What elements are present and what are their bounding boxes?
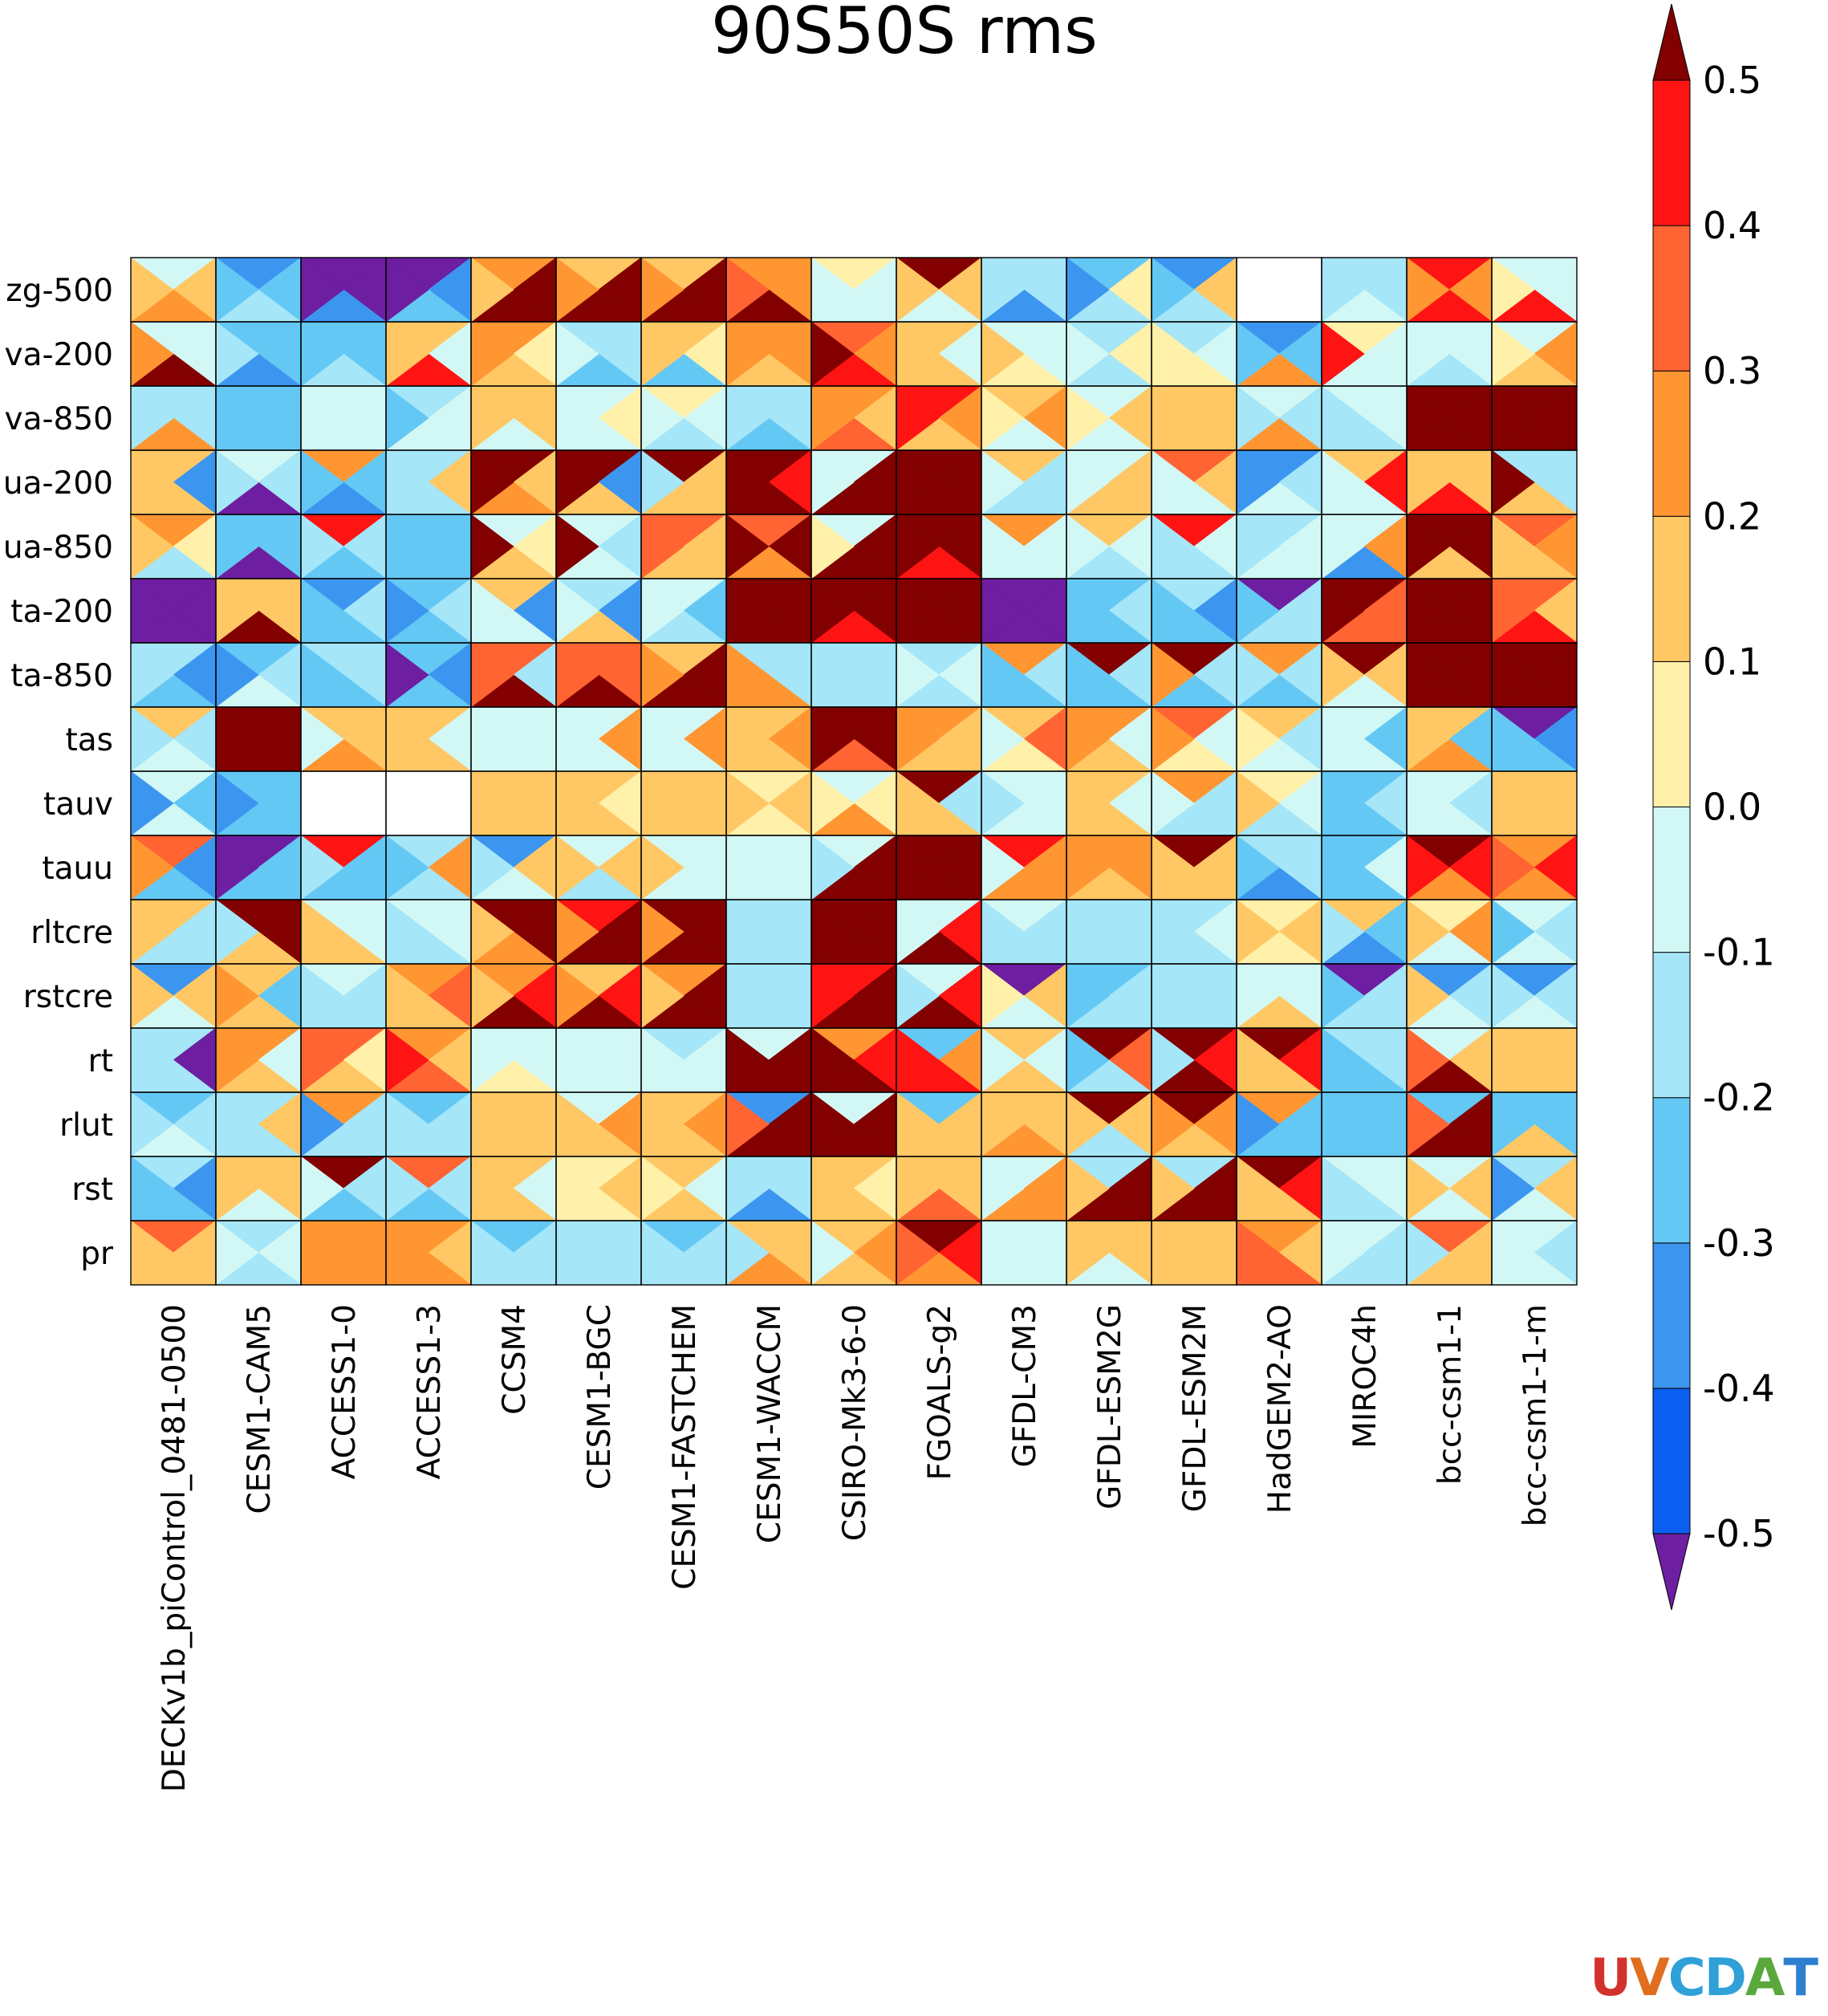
column-label: FGOALS-g2 [922,1304,958,1480]
colorbar-tick-label: 0.0 [1703,786,1761,829]
colorbar-bin [1652,370,1691,517]
logo-letter: D [1704,1949,1747,2008]
logo-letter: C [1668,1949,1706,2008]
colorbar-tick-label: -0.2 [1703,1076,1775,1120]
row-label: va-850 [5,401,114,437]
colorbar-bin [1652,79,1691,226]
column-label: CSIRO-Mk3-6-0 [837,1304,873,1541]
row-label: tauu [42,851,113,887]
row-label: rst [71,1172,113,1208]
colorbar-bin [1652,225,1691,372]
column-labels: DECKv1b_piControl_0481-0500 CESM1-CAM5 ACC… [156,1304,1554,1792]
column-label: GFDL-ESM2M [1177,1304,1213,1512]
column-label: bcc-csm1-1-m [1517,1304,1554,1526]
colorbar-tick-label: 0.2 [1703,494,1761,538]
colorbar-bin [1652,1388,1691,1534]
column-label: CCSM4 [497,1304,533,1415]
colorbar-tick-label: -0.4 [1703,1367,1775,1410]
colorbar-bin [1652,1097,1691,1244]
colorbar-under-arrow [1652,1533,1691,1611]
column-label: CESM1-FASTCHEM [667,1304,703,1590]
heatmap-cells [129,257,1578,1286]
column-label: GFDL-CM3 [1007,1304,1043,1468]
row-labels: zg-500 va-200 va-850 ua-200 ua-850 ta-200 ta-8… [3,273,114,1272]
column-label: CESM1-WACCM [752,1304,788,1543]
row-label: rstcre [23,979,113,1015]
colorbar-tick-label: 0.5 [1703,59,1761,102]
colorbar-tick-label: 0.4 [1703,204,1761,247]
row-label: pr [80,1236,114,1272]
colorbar-bin [1652,1242,1691,1389]
row-label: rlut [59,1108,113,1144]
row-label: ta-200 [10,594,113,630]
colorbar: -0.5 -0.4 -0.3 -0.2 -0.1 0.0 0.1 0.2 0.3 0.4 0.5 [1652,3,1775,1611]
logo-letter: A [1745,1949,1785,2008]
column-label: CESM1-CAM5 [242,1304,278,1514]
colorbar-bin [1652,952,1691,1099]
column-label: CESM1-BGC [582,1304,618,1490]
row-label: rltcre [30,915,113,951]
row-label: ta-850 [10,658,113,694]
colorbar-tick-label: -0.1 [1703,931,1775,974]
colorbar-bin [1652,807,1691,953]
cell-grid [130,257,1578,1286]
colorbar-tick-label: -0.5 [1703,1512,1775,1555]
column-label: bcc-csm1-1 [1432,1304,1468,1485]
column-label: ACCESS1-3 [412,1304,448,1479]
row-label: ua-850 [3,530,113,566]
colorbar-over-arrow [1652,3,1691,81]
colorbar-bin [1652,515,1691,662]
column-label: DECKv1b_piControl_0481-0500 [156,1304,193,1792]
logo-letter: T [1783,1949,1818,2008]
column-label: MIROC4h [1347,1304,1383,1449]
colorbar-bin [1652,660,1691,808]
colorbar-tick-label: 0.1 [1703,640,1761,683]
logo-letter: U [1590,1949,1631,2008]
row-label: ua-200 [3,465,113,502]
chart-title: 90S50S rms [711,0,1098,68]
column-label: GFDL-ESM2G [1092,1304,1128,1510]
colorbar-tick-label: -0.3 [1703,1221,1775,1265]
uvcdat-logo: UVCDAT [1590,1949,1818,2008]
cell-border [1491,1220,1578,1286]
column-label: HadGEM2-AO [1262,1304,1298,1514]
row-label: rt [88,1043,113,1079]
row-label: tauv [43,786,113,823]
row-label: tas [65,722,113,758]
row-label: zg-500 [6,273,113,309]
column-label: ACCESS1-0 [327,1304,363,1479]
logo-letter: V [1630,1949,1670,2008]
colorbar-tick-label: 0.3 [1703,349,1761,392]
row-label: va-200 [5,337,114,373]
